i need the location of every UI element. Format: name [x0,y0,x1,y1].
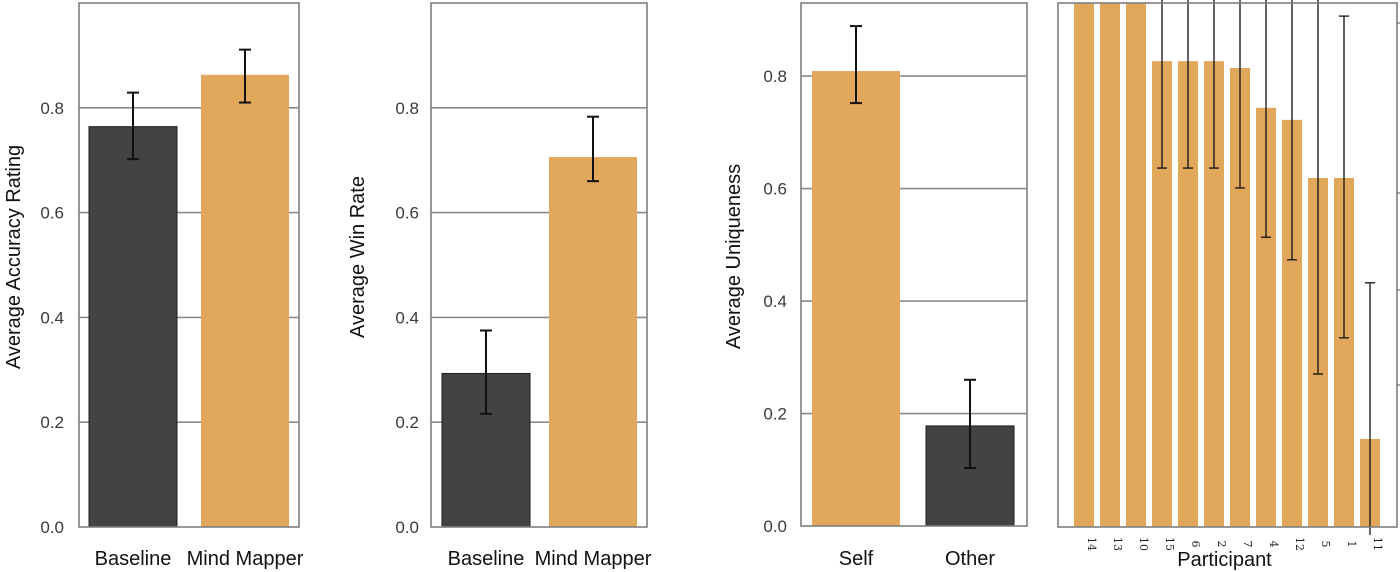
x-tick-label: 5 [1319,541,1332,548]
y-tick-label: 0.4 [40,308,64,327]
y-tick-label: 0.4 [395,308,419,327]
chart-panel-1: 0.0 0.2 0.4 0.6 0.8 Baseline Mind Mapper Averag… [3,2,304,570]
x-category-label: Mind Mapper [187,548,304,570]
y-axis-label: Average Accuracy Rating [3,145,25,369]
bar-baseline [88,126,178,527]
bar-1 [1334,178,1354,527]
bar-2 [1204,61,1224,527]
y-tick-label: 0.2 [395,413,419,432]
x-tick-label: 10 [1137,537,1150,551]
x-tick-label: 7 [1241,541,1254,548]
error-bar [587,115,599,183]
bar-7 [1230,67,1250,527]
error-bar [1183,0,1193,169]
y-tick-label: 0.6 [763,180,787,199]
x-tick-label: 13 [1111,537,1124,551]
x-category-label: Self [839,548,874,570]
x-tick-label: 12 [1293,537,1306,551]
plot-frame [430,2,648,528]
y-tick-label: 0.0 [395,518,419,537]
y-tick-label: 0.4 [763,292,787,311]
error-bar [850,25,862,105]
error-bar [1209,0,1219,169]
x-axis-label: Participant [1177,549,1272,571]
error-bar [127,91,139,161]
plot-frame [800,2,1028,527]
y-tick-label: 0.6 [40,204,64,223]
x-category-label: Other [945,548,995,570]
y-tick-label: 0.2 [40,413,64,432]
bar-10 [1126,3,1146,527]
error-bar [1287,0,1297,261]
bar-mind-mapper [549,157,637,527]
chart-panel-3: 0.0 0.2 0.4 0.6 0.8 Self Other Average Uniquene… [723,2,1028,570]
y-tick-label: 0.2 [763,405,787,424]
x-tick-label: 14 [1085,537,1098,551]
x-tick-label: 4 [1267,541,1280,548]
x-tick-label: 11 [1371,537,1384,551]
plot-frame [1057,2,1398,528]
bar-4 [1256,107,1276,527]
bar-14 [1074,3,1094,527]
x-category-label: Baseline [95,548,172,570]
y-tick-label: 0.6 [395,204,419,223]
chart-panel-2: 0.0 0.2 0.4 0.6 0.8 Baseline Mind Mapper Averag… [347,2,652,570]
error-bar [1339,15,1349,339]
bar-mind-mapper [201,74,289,527]
error-bar [1261,0,1271,238]
x-tick-label: 1 [1345,541,1358,548]
y-axis-label: Average Win Rate [347,176,369,338]
error-bar [964,378,976,470]
y-axis-label: Average Uniqueness [723,164,745,349]
error-bar [1157,0,1167,169]
y-tick-label: 0.0 [40,518,64,537]
bar-6 [1178,61,1198,527]
y-tick-label: 0.0 [763,517,787,536]
error-bar [239,48,251,104]
error-bar [480,329,492,415]
x-category-label: Mind Mapper [535,548,652,570]
bar-13 [1100,3,1120,527]
x-tick-label: 2 [1215,541,1228,548]
error-bar [1313,0,1323,375]
x-tick-label: 15 [1163,537,1176,551]
bar-15 [1152,61,1172,527]
x-category-label: Baseline [448,548,525,570]
plot-frame [78,2,300,528]
y-tick-label: 0.8 [763,67,787,86]
bar-12 [1282,119,1302,527]
y-tick-label: 0.8 [40,99,64,118]
error-bar [1235,0,1245,189]
y-tick-label: 0.8 [395,99,419,118]
error-bar [1365,282,1375,535]
x-tick-label: 6 [1189,541,1202,548]
bar-self [812,71,900,526]
